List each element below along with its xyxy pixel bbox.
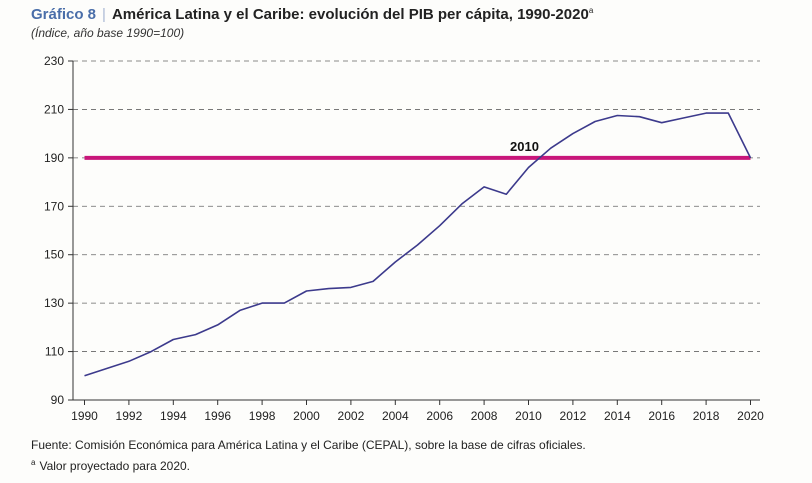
y-tick-label-110: 110 bbox=[45, 345, 64, 359]
chart-title-footnote-mark: a bbox=[588, 6, 594, 15]
reference-line-label: 2010 bbox=[510, 139, 539, 154]
header-separator: | bbox=[102, 6, 106, 23]
gdp-per-capita-series-line bbox=[84, 112, 752, 377]
x-tick-label-2000: 2000 bbox=[293, 409, 320, 423]
chart-subtitle: (Índice, año base 1990=100) bbox=[31, 26, 185, 40]
chart-title-text: América Latina y el Caribe: evolución de… bbox=[111, 6, 589, 23]
x-tick-label-2006: 2006 bbox=[426, 409, 453, 423]
x-tick-label-2018: 2018 bbox=[693, 409, 720, 423]
x-tick-label-1992: 1992 bbox=[116, 409, 143, 423]
chart-footer: Fuente: Comisión Económica para América … bbox=[31, 436, 586, 475]
footnote-text: Valor proyectado para 2020. bbox=[39, 459, 190, 473]
x-tick-label-2020: 2020 bbox=[737, 409, 764, 423]
x-tick-label-2008: 2008 bbox=[471, 409, 498, 423]
source-note: Fuente: Comisión Económica para América … bbox=[31, 438, 586, 452]
x-tick-label-2016: 2016 bbox=[648, 409, 675, 423]
gridlines bbox=[73, 60, 760, 352]
footnote: a Valor proyectado para 2020. bbox=[31, 454, 586, 475]
y-tick-label-90: 90 bbox=[51, 393, 65, 407]
line-chart: 90 110 130 150 170 190 210 230 1990 1992 1994 1996… bbox=[44, 54, 764, 423]
x-tick-label-1998: 1998 bbox=[249, 409, 276, 423]
x-axis-ticks: 1990 1992 1994 1996 1998 2000 2002 2004 2006 2008… bbox=[71, 400, 764, 423]
x-tick-label-2012: 2012 bbox=[560, 409, 587, 423]
x-tick-label-2010: 2010 bbox=[515, 409, 542, 423]
y-tick-label-170: 170 bbox=[44, 199, 64, 213]
footnote-mark: a bbox=[31, 458, 36, 467]
x-tick-label-1990: 1990 bbox=[71, 409, 98, 423]
chart-number-label: Gráfico 8 bbox=[31, 6, 97, 23]
chart-header: Gráfico 8 | América Latina y el Caribe: ev… bbox=[31, 6, 593, 24]
x-tick-label-2014: 2014 bbox=[604, 409, 631, 423]
x-tick-label-1994: 1994 bbox=[160, 409, 187, 423]
y-tick-label-190: 190 bbox=[44, 151, 64, 165]
y-axis-ticks: 90 110 130 150 170 190 210 230 bbox=[44, 54, 73, 407]
x-tick-label-2004: 2004 bbox=[382, 409, 409, 423]
y-tick-label-150: 150 bbox=[44, 248, 64, 262]
y-tick-label-130: 130 bbox=[44, 296, 64, 310]
x-tick-label-1996: 1996 bbox=[204, 409, 231, 423]
chart-title: América Latina y el Caribe: evolución de… bbox=[112, 6, 593, 23]
y-tick-label-230: 230 bbox=[44, 54, 64, 68]
y-tick-label-210: 210 bbox=[44, 102, 64, 116]
x-tick-label-2002: 2002 bbox=[338, 409, 365, 423]
